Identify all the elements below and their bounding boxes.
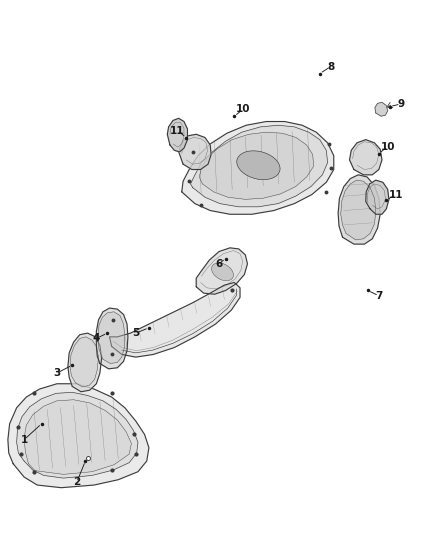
Text: 6: 6 — [215, 259, 223, 269]
Text: 8: 8 — [327, 62, 334, 71]
Polygon shape — [199, 132, 314, 199]
Polygon shape — [96, 308, 128, 369]
Text: 5: 5 — [132, 328, 139, 338]
Text: 10: 10 — [380, 142, 395, 151]
Polygon shape — [375, 102, 388, 116]
Polygon shape — [24, 400, 131, 474]
Text: 11: 11 — [389, 190, 404, 199]
Text: 2: 2 — [73, 478, 80, 487]
Polygon shape — [17, 392, 138, 478]
Polygon shape — [98, 312, 125, 364]
Ellipse shape — [212, 263, 233, 281]
Polygon shape — [167, 118, 187, 152]
Polygon shape — [350, 140, 382, 175]
Text: 1: 1 — [21, 435, 28, 445]
Polygon shape — [191, 125, 328, 207]
Polygon shape — [68, 333, 102, 392]
Text: 11: 11 — [170, 126, 185, 135]
Ellipse shape — [237, 151, 280, 180]
Polygon shape — [341, 180, 376, 240]
Text: 7: 7 — [375, 291, 382, 301]
Text: 9: 9 — [397, 99, 404, 109]
Polygon shape — [366, 180, 389, 214]
Polygon shape — [70, 337, 99, 387]
Polygon shape — [182, 122, 334, 214]
Polygon shape — [338, 175, 380, 244]
Text: 4: 4 — [93, 334, 100, 343]
Polygon shape — [179, 134, 211, 169]
Text: 3: 3 — [53, 368, 60, 378]
Polygon shape — [8, 384, 149, 488]
Polygon shape — [196, 248, 247, 294]
Polygon shape — [110, 282, 240, 357]
Text: 10: 10 — [236, 104, 251, 114]
